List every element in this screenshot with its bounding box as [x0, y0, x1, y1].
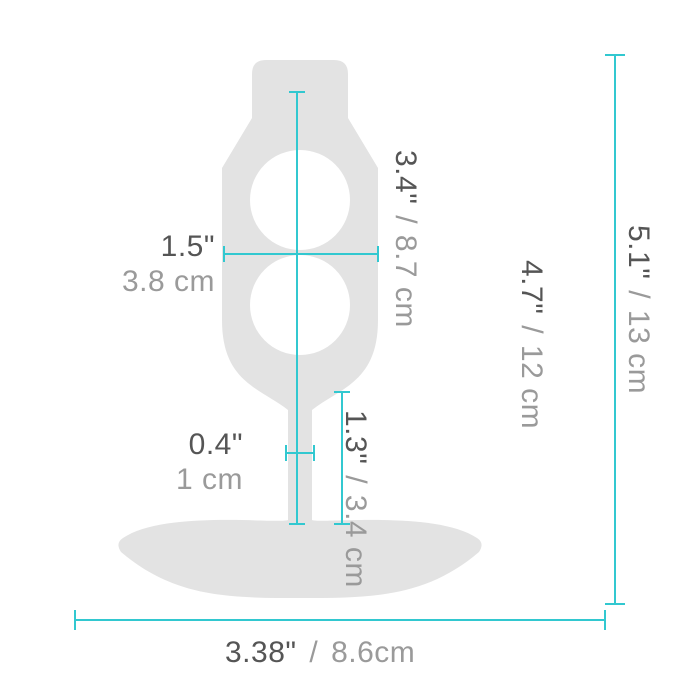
- label-base-width-imperial: 3.38": [225, 636, 297, 669]
- label-stem-metric: 3.4 cm: [339, 495, 372, 588]
- label-width-body-imperial: 1.5": [115, 230, 215, 265]
- label-insertable: 3.4" / 8.7 cm: [388, 150, 423, 328]
- label-height-total: 5.1" / 13 cm: [621, 225, 656, 394]
- label-insertable-metric: 8.7 cm: [389, 235, 422, 328]
- label-width-stem-imperial: 0.4": [143, 428, 243, 463]
- label-height-total-imperial: 5.1": [622, 225, 655, 279]
- label-base-width: 3.38" / 8.6cm: [225, 636, 415, 671]
- label-width-body-metric: 3.8 cm: [115, 265, 215, 300]
- label-body-total-metric: 12 cm: [515, 345, 548, 429]
- label-width-body: 1.5" 3.8 cm: [115, 230, 215, 299]
- label-stem-imperial: 1.3": [339, 410, 372, 464]
- label-width-stem-metric: 1 cm: [143, 463, 243, 498]
- label-stem: 1.3" / 3.4 cm: [338, 410, 373, 588]
- label-width-stem: 0.4" 1 cm: [143, 428, 243, 497]
- label-body-total: 4.7" / 12 cm: [514, 260, 549, 429]
- label-height-total-metric: 13 cm: [622, 310, 655, 394]
- label-base-width-metric: 8.6cm: [331, 636, 415, 669]
- label-insertable-imperial: 3.4": [389, 150, 422, 204]
- label-body-total-imperial: 4.7": [515, 260, 548, 314]
- dimension-diagram: [0, 0, 700, 700]
